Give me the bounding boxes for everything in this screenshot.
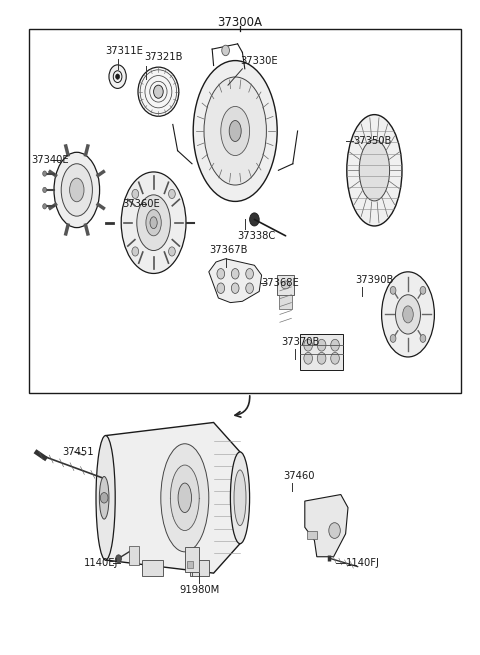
- Text: 37460: 37460: [283, 472, 315, 481]
- Ellipse shape: [137, 195, 170, 250]
- Circle shape: [317, 352, 326, 364]
- Ellipse shape: [281, 281, 290, 289]
- Ellipse shape: [396, 295, 420, 334]
- Text: 37451: 37451: [62, 447, 94, 457]
- Polygon shape: [209, 259, 262, 303]
- Circle shape: [420, 335, 426, 343]
- Ellipse shape: [96, 436, 115, 560]
- Bar: [29, 29, 461, 393]
- Ellipse shape: [61, 164, 92, 216]
- Ellipse shape: [359, 140, 390, 201]
- Circle shape: [132, 247, 139, 256]
- Circle shape: [222, 45, 229, 56]
- Circle shape: [116, 555, 121, 563]
- Circle shape: [246, 269, 253, 279]
- Ellipse shape: [230, 452, 250, 544]
- Circle shape: [100, 493, 108, 503]
- Ellipse shape: [193, 61, 277, 202]
- Text: 1140EJ: 1140EJ: [84, 558, 119, 569]
- Text: 37311E: 37311E: [106, 46, 144, 56]
- Circle shape: [43, 204, 47, 209]
- Text: 37330E: 37330E: [240, 56, 277, 66]
- Text: 37368E: 37368E: [262, 278, 300, 288]
- Circle shape: [217, 269, 225, 279]
- Ellipse shape: [70, 178, 84, 202]
- Text: 37370B: 37370B: [281, 337, 319, 347]
- Circle shape: [304, 352, 312, 364]
- Ellipse shape: [403, 306, 413, 323]
- Text: 1140FJ: 1140FJ: [346, 558, 380, 569]
- Text: 37338C: 37338C: [238, 231, 276, 240]
- Ellipse shape: [54, 153, 100, 228]
- Text: 91980M: 91980M: [179, 585, 219, 595]
- Circle shape: [331, 352, 339, 364]
- Circle shape: [231, 269, 239, 279]
- Circle shape: [132, 189, 139, 198]
- Text: 37390B: 37390B: [355, 275, 394, 285]
- Circle shape: [168, 189, 175, 198]
- Ellipse shape: [204, 77, 266, 185]
- Ellipse shape: [146, 210, 161, 236]
- Circle shape: [304, 339, 312, 351]
- Circle shape: [331, 339, 339, 351]
- Circle shape: [420, 286, 426, 294]
- Circle shape: [390, 335, 396, 343]
- Text: 37360E: 37360E: [122, 199, 160, 210]
- Circle shape: [250, 213, 259, 226]
- Text: 37321B: 37321B: [144, 52, 182, 62]
- Ellipse shape: [382, 272, 434, 357]
- Text: 37367B: 37367B: [209, 246, 247, 255]
- Ellipse shape: [229, 121, 241, 141]
- Text: 37340E: 37340E: [31, 155, 69, 166]
- Circle shape: [317, 339, 326, 351]
- Ellipse shape: [161, 444, 209, 552]
- Circle shape: [231, 283, 239, 293]
- Ellipse shape: [138, 67, 179, 117]
- Text: 37300A: 37300A: [217, 16, 263, 29]
- Ellipse shape: [170, 465, 199, 531]
- Text: 37350B: 37350B: [353, 136, 391, 146]
- Circle shape: [154, 85, 163, 98]
- Bar: [190, 560, 209, 576]
- Bar: [307, 531, 317, 539]
- Circle shape: [43, 187, 47, 193]
- Ellipse shape: [99, 477, 109, 519]
- Ellipse shape: [234, 470, 246, 526]
- Bar: [185, 547, 199, 572]
- Circle shape: [217, 283, 225, 293]
- Bar: [142, 560, 163, 576]
- Ellipse shape: [178, 483, 192, 512]
- Bar: [277, 275, 294, 295]
- Polygon shape: [305, 495, 348, 557]
- Circle shape: [329, 523, 340, 538]
- Circle shape: [390, 286, 396, 294]
- Circle shape: [43, 171, 47, 176]
- Ellipse shape: [221, 106, 250, 156]
- Ellipse shape: [121, 172, 186, 274]
- Bar: [279, 295, 292, 309]
- FancyArrowPatch shape: [235, 396, 250, 417]
- Bar: [129, 546, 139, 565]
- Circle shape: [168, 247, 175, 256]
- Circle shape: [109, 65, 126, 88]
- Polygon shape: [106, 422, 240, 573]
- Circle shape: [116, 74, 120, 79]
- Ellipse shape: [150, 217, 157, 229]
- Circle shape: [246, 283, 253, 293]
- Bar: [187, 561, 193, 568]
- Bar: [300, 334, 343, 370]
- Ellipse shape: [347, 115, 402, 226]
